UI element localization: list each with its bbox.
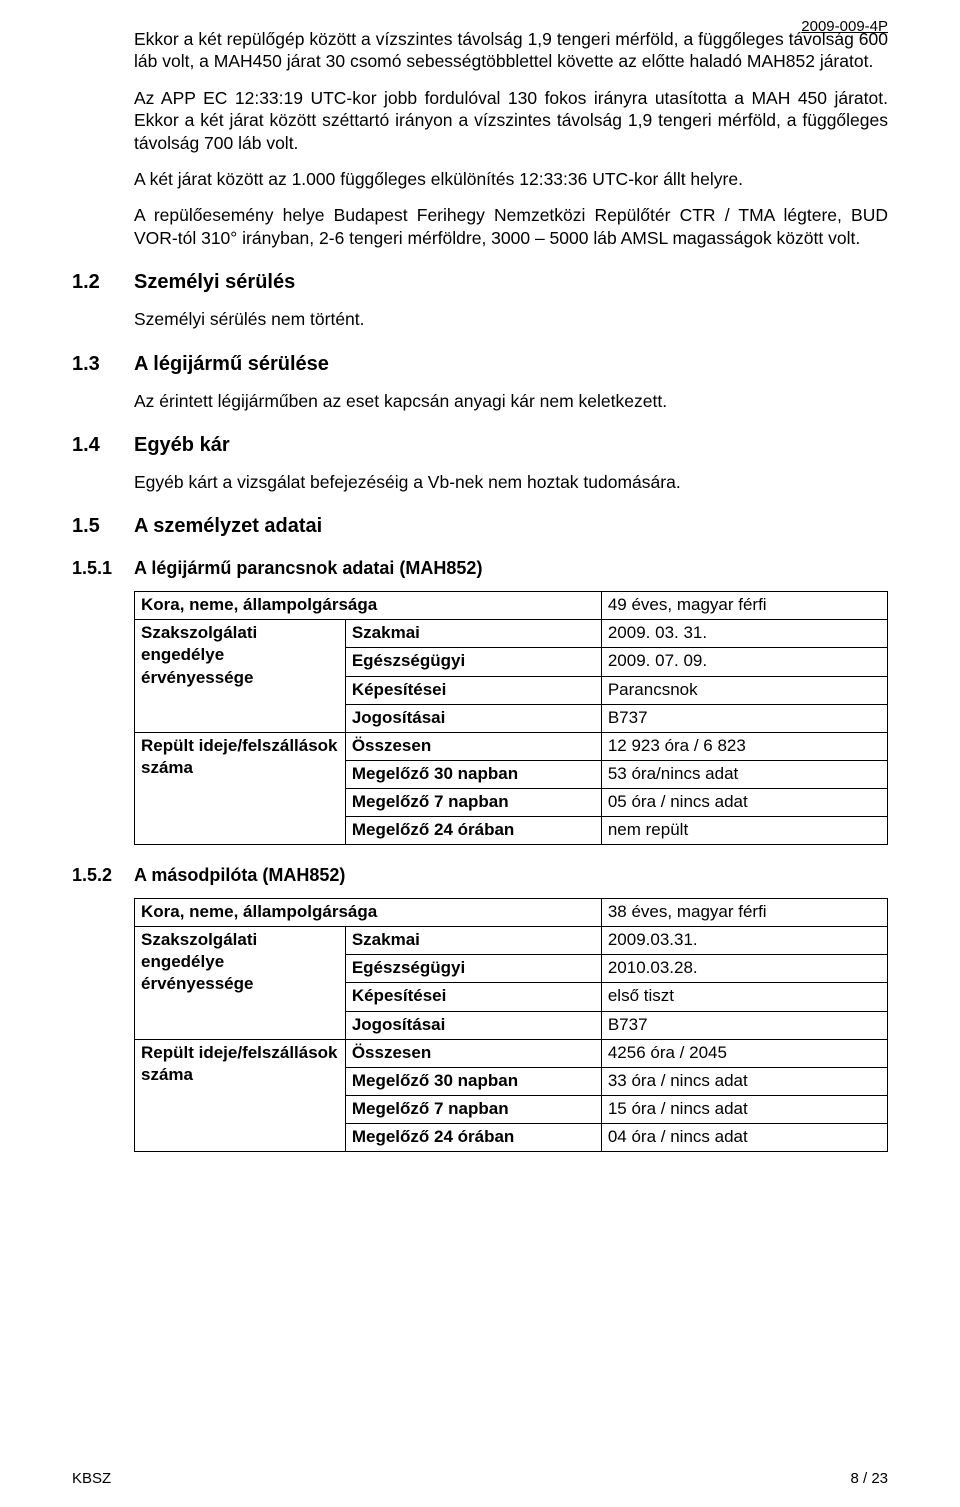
subsection-1-5-2: 1.5.2 A másodpilóta (MAH852) bbox=[72, 865, 888, 886]
section-title: A személyzet adatai bbox=[134, 515, 322, 538]
subsection-title: A másodpilóta (MAH852) bbox=[134, 865, 345, 886]
cell-value: 15 óra / nincs adat bbox=[601, 1095, 887, 1123]
cell-flight-group: Repült ideje/felszállások száma bbox=[135, 1039, 346, 1151]
section-title: Személyi sérülés bbox=[134, 271, 295, 294]
cell-value: Parancsnok bbox=[601, 676, 887, 704]
copilot-data-table: Kora, neme, állampolgársága 38 éves, mag… bbox=[134, 898, 888, 1152]
paragraph-7: Egyéb kárt a vizsgálat befejezéséig a Vb… bbox=[72, 471, 888, 493]
cell-key: Megelőző 30 napban bbox=[345, 1067, 601, 1095]
cell-key: Szakmai bbox=[345, 927, 601, 955]
footer-left: KBSZ bbox=[72, 1470, 111, 1487]
footer-right: 8 / 23 bbox=[850, 1470, 888, 1487]
section-number: 1.5 bbox=[72, 515, 134, 538]
page-footer: KBSZ 8 / 23 bbox=[72, 1470, 888, 1487]
cell-value: első tiszt bbox=[601, 983, 887, 1011]
table-row: Szakszolgálati engedélye érvényessége Sz… bbox=[135, 620, 888, 648]
subsection-number: 1.5.1 bbox=[72, 558, 134, 579]
cell-value: 12 923 óra / 6 823 bbox=[601, 732, 887, 760]
subsection-title: A légijármű parancsnok adatai (MAH852) bbox=[134, 558, 482, 579]
section-number: 1.2 bbox=[72, 271, 134, 294]
cell-flight-group: Repült ideje/felszállások száma bbox=[135, 732, 346, 844]
cell-value: 33 óra / nincs adat bbox=[601, 1067, 887, 1095]
section-1-5: 1.5 A személyzet adatai bbox=[72, 515, 888, 538]
subsection-number: 1.5.2 bbox=[72, 865, 134, 886]
section-title: A légijármű sérülése bbox=[134, 353, 329, 376]
cell-key: Jogosításai bbox=[345, 1011, 601, 1039]
cell-key: Egészségügyi bbox=[345, 955, 601, 983]
cell-value: 05 óra / nincs adat bbox=[601, 788, 887, 816]
cell-value: 2009. 03. 31. bbox=[601, 620, 887, 648]
cell-age-value: 38 éves, magyar férfi bbox=[601, 899, 887, 927]
cell-age-label: Kora, neme, állampolgársága bbox=[135, 899, 602, 927]
cell-value: 2009.03.31. bbox=[601, 927, 887, 955]
paragraph-1: Ekkor a két repülőgép között a vízszinte… bbox=[72, 28, 888, 73]
section-1-4: 1.4 Egyéb kár bbox=[72, 434, 888, 457]
cell-key: Összesen bbox=[345, 732, 601, 760]
paragraph-4: A repülőesemény helye Budapest Ferihegy … bbox=[72, 204, 888, 249]
cell-license-group: Szakszolgálati engedélye érvényessége bbox=[135, 620, 346, 732]
subsection-1-5-1: 1.5.1 A légijármű parancsnok adatai (MAH… bbox=[72, 558, 888, 579]
cell-key: Jogosításai bbox=[345, 704, 601, 732]
cell-key: Megelőző 7 napban bbox=[345, 1095, 601, 1123]
section-1-3: 1.3 A légijármű sérülése bbox=[72, 353, 888, 376]
cell-key: Megelőző 30 napban bbox=[345, 760, 601, 788]
cell-age-label: Kora, neme, állampolgársága bbox=[135, 592, 602, 620]
paragraph-5: Személyi sérülés nem történt. bbox=[72, 308, 888, 330]
cell-value: 2009. 07. 09. bbox=[601, 648, 887, 676]
cell-key: Szakmai bbox=[345, 620, 601, 648]
paragraph-2: Az APP EC 12:33:19 UTC-kor jobb fordulóv… bbox=[72, 87, 888, 154]
paragraph-3: A két járat között az 1.000 függőleges e… bbox=[72, 168, 888, 190]
cell-value: nem repült bbox=[601, 817, 887, 845]
section-number: 1.3 bbox=[72, 353, 134, 376]
commander-data-table: Kora, neme, állampolgársága 49 éves, mag… bbox=[134, 591, 888, 845]
cell-key: Megelőző 7 napban bbox=[345, 788, 601, 816]
cell-value: 4256 óra / 2045 bbox=[601, 1039, 887, 1067]
cell-value: B737 bbox=[601, 704, 887, 732]
cell-value: 53 óra/nincs adat bbox=[601, 760, 887, 788]
cell-key: Összesen bbox=[345, 1039, 601, 1067]
cell-value: 04 óra / nincs adat bbox=[601, 1123, 887, 1151]
cell-license-group: Szakszolgálati engedélye érvényessége bbox=[135, 927, 346, 1039]
cell-key: Egészségügyi bbox=[345, 648, 601, 676]
cell-key: Képesítései bbox=[345, 983, 601, 1011]
paragraph-6: Az érintett légijárműben az eset kapcsán… bbox=[72, 390, 888, 412]
section-title: Egyéb kár bbox=[134, 434, 230, 457]
cell-key: Megelőző 24 órában bbox=[345, 1123, 601, 1151]
section-number: 1.4 bbox=[72, 434, 134, 457]
table-row: Szakszolgálati engedélye érvényessége Sz… bbox=[135, 927, 888, 955]
table-row: Repült ideje/felszállások száma Összesen… bbox=[135, 1039, 888, 1067]
cell-value: 2010.03.28. bbox=[601, 955, 887, 983]
table-row: Kora, neme, állampolgársága 49 éves, mag… bbox=[135, 592, 888, 620]
cell-value: B737 bbox=[601, 1011, 887, 1039]
table-row: Kora, neme, állampolgársága 38 éves, mag… bbox=[135, 899, 888, 927]
cell-key: Képesítései bbox=[345, 676, 601, 704]
cell-age-value: 49 éves, magyar férfi bbox=[601, 592, 887, 620]
table-row: Repült ideje/felszállások száma Összesen… bbox=[135, 732, 888, 760]
document-id: 2009-009-4P bbox=[801, 18, 888, 35]
section-1-2: 1.2 Személyi sérülés bbox=[72, 271, 888, 294]
cell-key: Megelőző 24 órában bbox=[345, 817, 601, 845]
